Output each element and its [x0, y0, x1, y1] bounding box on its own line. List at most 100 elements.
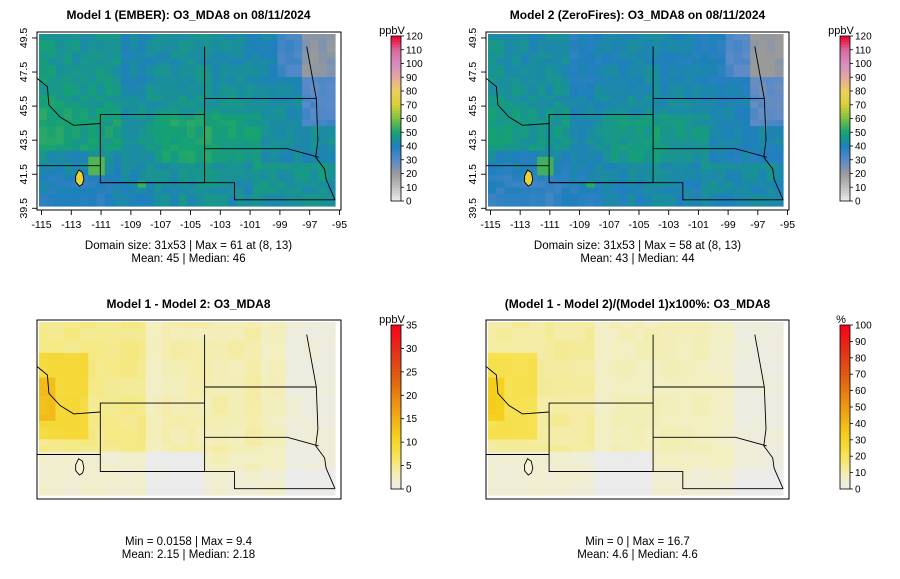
heatmap-cell: [71, 396, 81, 403]
color-bar-label: 70: [855, 370, 867, 381]
heatmap-cell: [195, 427, 205, 434]
heatmap-cell: [121, 408, 131, 416]
heatmap-cell: [285, 40, 295, 47]
heatmap-cell: [774, 46, 784, 54]
heatmap-cell: [211, 359, 221, 366]
heatmap-cell: [610, 77, 620, 84]
heatmap-cell: [203, 132, 213, 140]
color-bar-unit: ppbV: [379, 314, 405, 326]
heatmap-cell: [318, 150, 328, 158]
heatmap-cell: [104, 52, 114, 60]
color-bar-segment: [840, 417, 850, 422]
heatmap-cell: [627, 89, 637, 97]
color-bar-segment: [840, 363, 850, 367]
heatmap-cell: [528, 371, 538, 379]
heatmap-cell: [750, 433, 760, 440]
heatmap-cell: [602, 89, 612, 97]
heatmap-cell: [39, 482, 48, 490]
heatmap-cell: [269, 89, 279, 97]
color-bar-segment: [840, 110, 850, 114]
heatmap-cell: [561, 377, 571, 385]
heatmap-cell: [63, 101, 73, 109]
heatmap-cell: [676, 199, 686, 207]
heatmap-cell: [104, 40, 114, 47]
color-bar-segment: [840, 475, 850, 479]
heatmap-cell: [504, 193, 514, 201]
heatmap-cell: [285, 150, 295, 158]
heatmap-cell: [187, 138, 196, 146]
heatmap-cell: [277, 414, 287, 422]
heatmap-cell: [561, 144, 571, 152]
color-bar-segment: [840, 472, 850, 476]
heatmap-cell: [528, 70, 538, 78]
heatmap-cell: [269, 476, 279, 484]
heatmap-cell: [496, 389, 505, 397]
heatmap-cell: [619, 445, 628, 453]
heatmap-cell: [293, 451, 303, 459]
heatmap-cell: [80, 334, 89, 342]
heatmap-cell: [668, 144, 678, 152]
heatmap-cell: [619, 126, 628, 133]
heatmap-cell: [602, 427, 612, 434]
heatmap-cell: [195, 70, 205, 78]
heatmap-cell: [520, 193, 530, 201]
heatmap-cell: [236, 175, 246, 183]
heatmap-cell: [512, 64, 522, 72]
heatmap-cell: [627, 346, 637, 354]
color-bar-label: 30: [406, 344, 418, 355]
heatmap-cell: [668, 328, 678, 335]
heatmap-cell: [219, 322, 229, 329]
heatmap-cell: [326, 175, 336, 183]
heatmap-cell: [578, 482, 587, 490]
heatmap-cell: [742, 420, 751, 428]
heatmap-cell: [520, 40, 530, 47]
heatmap-cell: [635, 365, 645, 373]
heatmap-cell: [758, 433, 768, 440]
state-boundary: [549, 182, 784, 201]
heatmap-cell: [195, 95, 205, 103]
heatmap-cell: [104, 34, 114, 41]
heatmap-cell: [293, 334, 303, 342]
heatmap-cell: [758, 346, 768, 354]
heatmap-cell: [758, 464, 768, 471]
heatmap-cell: [55, 433, 65, 440]
heatmap-cell: [113, 89, 122, 97]
color-bar-segment: [391, 190, 401, 194]
heatmap-cell: [96, 175, 106, 183]
heatmap-cell: [684, 181, 694, 189]
heatmap-cell: [643, 77, 653, 84]
heatmap-cell: [71, 328, 81, 335]
heatmap-cell: [285, 89, 295, 97]
heatmap-cell: [602, 334, 612, 342]
state-boundaries: [37, 46, 336, 201]
state-boundary: [460, 412, 478, 426]
heatmap-cell: [692, 464, 702, 471]
heatmap-cell: [154, 445, 163, 453]
heatmap-cell: [211, 52, 221, 60]
heatmap-cell: [619, 150, 628, 158]
heatmap-cell: [293, 175, 303, 183]
heatmap-cell: [261, 457, 270, 465]
heatmap-cell: [310, 120, 320, 127]
heatmap-cell: [228, 181, 237, 189]
heatmap-cell: [170, 64, 180, 72]
heatmap-cell: [578, 101, 587, 109]
heatmap-cell: [80, 199, 89, 207]
heatmap-cell: [578, 163, 587, 170]
heatmap-cell: [627, 414, 637, 422]
heatmap-cell: [63, 138, 73, 146]
heatmap-cell: [55, 58, 65, 66]
heatmap-cell: [660, 445, 669, 453]
heatmap-cell: [758, 150, 768, 158]
heatmap-cell: [178, 470, 188, 478]
color-bar-segment: [840, 333, 850, 337]
color-bar-segment: [391, 341, 401, 345]
heatmap-cell: [520, 420, 530, 428]
heatmap-cell: [145, 34, 155, 41]
heatmap-cell: [236, 34, 246, 41]
heatmap-cell: [129, 83, 139, 90]
heatmap-cell: [733, 34, 743, 41]
heatmap-cell: [55, 77, 65, 84]
heatmap-cell: [104, 101, 114, 109]
heatmap-cell: [129, 402, 139, 410]
